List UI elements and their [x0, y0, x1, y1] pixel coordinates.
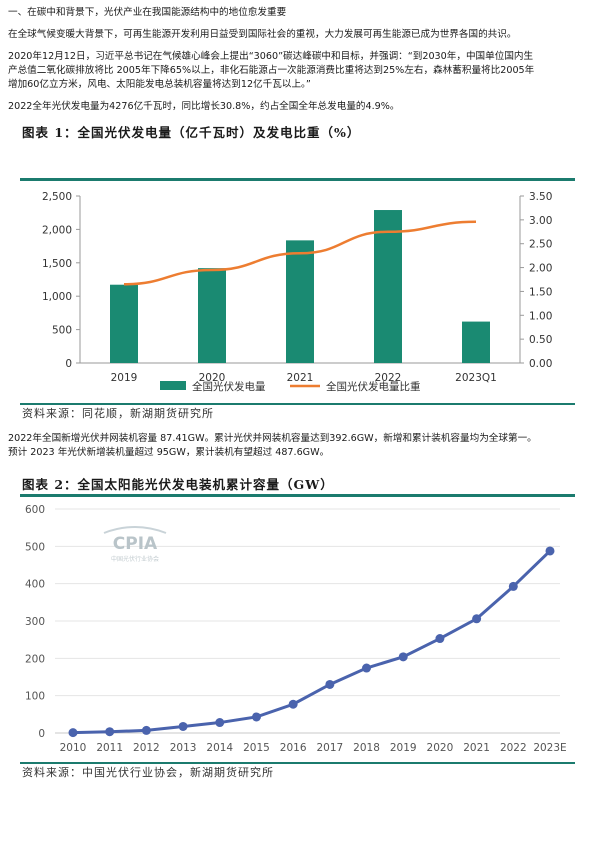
paragraph-installation-line2: 预计 2023 年光伏新增装机量超过 95GW，累计装机有望超过 487.6GW… — [8, 447, 330, 458]
y2-tick-label: 3.50 — [529, 191, 552, 203]
point-cumulative-capacity — [398, 652, 408, 662]
point-cumulative-capacity — [141, 725, 151, 735]
paragraph-installation-line1: 2022年全国新增光伏并网装机容量 87.41GW。累计光伏并网装机容量达到39… — [8, 433, 537, 444]
y-tick-label: 0 — [38, 728, 45, 740]
bar-generation — [286, 240, 314, 363]
figure2-title: 图表 2：全国太阳能光伏发电装机累计容量（GW） — [22, 477, 334, 492]
point-cumulative-capacity — [68, 728, 78, 738]
figure1-source: 资料来源：同花顺，新湖期货研究所 — [22, 407, 214, 420]
y-tick-label: 200 — [25, 653, 45, 665]
figure2-bottom-rule — [20, 762, 575, 764]
y-tick-label: 1,000 — [42, 291, 72, 303]
point-cumulative-capacity — [435, 634, 445, 644]
x-tick-label: 2016 — [280, 742, 307, 754]
x-tick-label: 2014 — [206, 742, 233, 754]
svg-text:中国光伏行业协会: 中国光伏行业协会 — [111, 555, 159, 563]
bar-generation — [110, 284, 138, 363]
figure1-bottom-rule — [20, 403, 575, 405]
figure1-title: 图表 1：全国光伏发电量（亿千瓦时）及发电比重（%） — [22, 125, 361, 140]
x-tick-label: 2013 — [170, 742, 197, 754]
y-tick-label: 1,500 — [42, 258, 72, 270]
point-cumulative-capacity — [508, 581, 518, 591]
y-tick-label: 400 — [25, 579, 45, 591]
y2-tick-label: 3.00 — [529, 215, 552, 227]
point-cumulative-capacity — [325, 679, 335, 689]
svg-text:CPIA: CPIA — [113, 534, 158, 554]
paragraph-target-line2: 产总值二氧化碳排放将比 2005年下降65%以上，非化石能源占一次能源消费比重将… — [8, 65, 535, 76]
x-tick-label: 2010 — [60, 742, 87, 754]
x-tick-label: 2023E — [533, 742, 566, 754]
y2-tick-label: 0.00 — [529, 358, 552, 370]
paragraph-generation: 2022全年光伏发电量为4276亿千瓦时，同比增长30.8%，约占全国全年总发电… — [8, 101, 400, 112]
point-cumulative-capacity — [251, 712, 261, 722]
x-tick-label: 2012 — [133, 742, 160, 754]
point-cumulative-capacity — [178, 721, 188, 731]
y-tick-label: 100 — [25, 691, 45, 703]
bar-generation — [198, 268, 226, 363]
y-tick-label: 300 — [25, 616, 45, 628]
x-tick-label: 2019 — [111, 372, 138, 384]
figure2-chart-svg: 0 100 200 300 400 500 600 2010 2011 2012 2013 2014 2… — [25, 504, 567, 754]
y-tick-label: 0 — [65, 358, 72, 370]
x-tick-label: 2019 — [390, 742, 417, 754]
x-tick-label: 2021 — [287, 372, 314, 384]
figure1-chart: 0 500 1,000 1,500 2,000 2,500 0.00 0.50 1.00 1.50… — [20, 181, 575, 403]
y2-tick-label: 2.50 — [529, 239, 552, 251]
figure2-source: 资料来源：中国光伏行业协会，新湖期货研究所 — [22, 766, 274, 779]
line-cumulative-capacity — [72, 549, 552, 735]
legend-bar-label: 全国光伏发电量 — [192, 380, 266, 393]
figure2-chart: 0 100 200 300 400 500 600 2010 2011 2012 2013 2014 2… — [20, 497, 575, 762]
figure1-top-rule — [20, 178, 575, 181]
point-cumulative-capacity — [288, 699, 298, 709]
figure2-top-rule — [20, 494, 575, 497]
point-cumulative-capacity — [472, 614, 482, 624]
x-tick-label: 2017 — [316, 742, 343, 754]
figure1-chart-svg: 0 500 1,000 1,500 2,000 2,500 0.00 0.50 1.00 1.50… — [42, 191, 552, 393]
legend-bar-swatch — [160, 381, 186, 390]
x-tick-label: 2022 — [500, 742, 527, 754]
line-generation-share — [123, 220, 477, 286]
x-tick-label: 2021 — [463, 742, 490, 754]
section-heading: 一、在碳中和背景下，光伏产业在我国能源结构中的地位愈发重要 — [8, 7, 287, 18]
cpia-logo-icon: CPIA 中国光伏行业协会 — [103, 526, 167, 563]
paragraph-target-line1: 2020年12月12日，习近平总书记在气候雄心峰会上提出“3060”碳达峰碳中和… — [8, 51, 534, 62]
point-cumulative-capacity — [215, 718, 225, 728]
x-tick-label: 2018 — [353, 742, 380, 754]
x-tick-label: 2011 — [96, 742, 123, 754]
x-tick-label: 2015 — [243, 742, 270, 754]
x-tick-label: 2022 — [375, 372, 402, 384]
y-tick-label: 500 — [52, 325, 72, 337]
paragraph-target-line3: 增加60亿立方米，风电、太阳能发电总装机容量将达到12亿千瓦以上。” — [8, 79, 311, 90]
y-tick-label: 2,000 — [42, 224, 72, 236]
legend-line-label: 全国光伏发电量比重 — [326, 380, 421, 393]
point-cumulative-capacity — [105, 727, 115, 737]
y2-tick-label: 0.50 — [529, 334, 552, 346]
bar-generation — [462, 321, 490, 363]
x-tick-label: 2023Q1 — [455, 372, 497, 384]
point-cumulative-capacity — [362, 663, 372, 673]
y-tick-label: 600 — [25, 504, 45, 516]
cpia-watermark-logo: CPIA 中国光伏行业协会 — [98, 523, 172, 567]
paragraph-intro: 在全球气候变暖大背景下，可再生能源开发利用日益受到国际社会的重视，大力发展可再生… — [8, 29, 517, 40]
bar-generation — [374, 210, 402, 363]
y2-tick-label: 1.00 — [529, 310, 552, 322]
y2-tick-label: 2.00 — [529, 263, 552, 275]
y2-tick-label: 1.50 — [529, 286, 552, 298]
point-cumulative-capacity — [545, 546, 555, 556]
y-tick-label: 2,500 — [42, 191, 72, 203]
x-tick-label: 2020 — [199, 372, 226, 384]
y-tick-label: 500 — [25, 541, 45, 553]
x-tick-label: 2020 — [427, 742, 454, 754]
